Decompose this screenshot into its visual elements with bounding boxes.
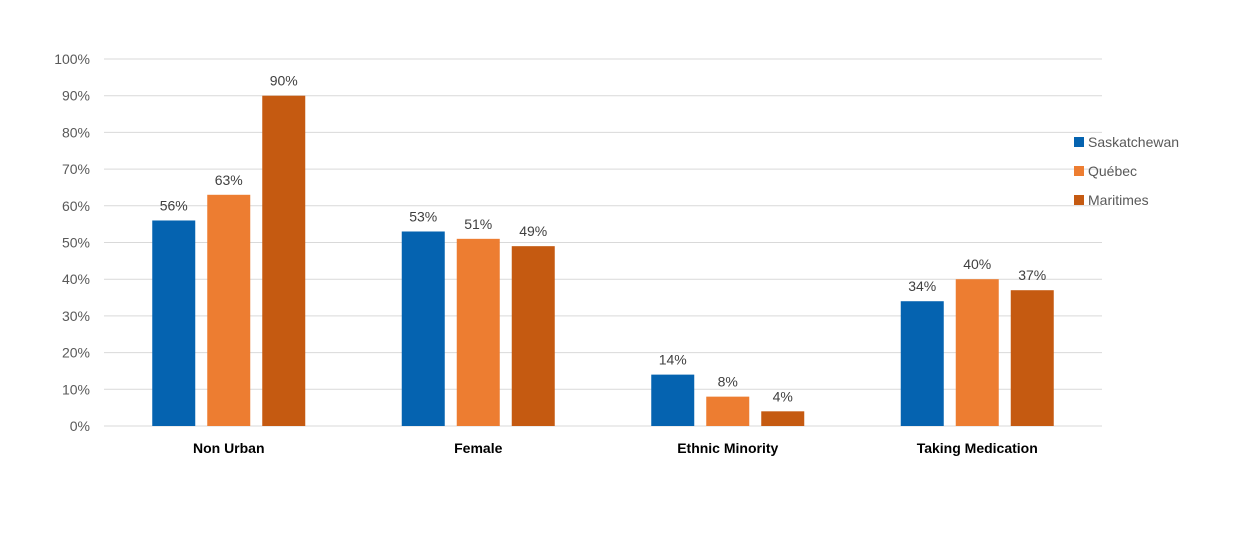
y-tick-label: 80% [62, 124, 90, 140]
data-label: 51% [464, 216, 492, 232]
y-axis-ticks: 0% 10% 20% 30% 40% 50% 60% 70% 80% 90% 100% [54, 51, 90, 434]
legend-label: Québec [1088, 163, 1137, 179]
data-label: 90% [270, 73, 298, 89]
bar-qu-bec-female [456, 238, 500, 426]
y-tick-label: 40% [62, 271, 90, 287]
y-tick-label: 60% [62, 198, 90, 214]
bar-saskatchewan-ethnic-minority [651, 374, 695, 426]
x-category-label: Taking Medication [917, 440, 1038, 456]
gridlines [104, 58, 1102, 427]
data-label: 63% [215, 172, 243, 188]
data-label: 4% [773, 388, 793, 404]
data-labels: 56% 63% 90% 53% 51% 49% 14% 8% 4% 34% 40% 37% [160, 73, 1047, 405]
y-tick-label: 20% [62, 345, 90, 361]
bar-maritimes-ethnic-minority [761, 411, 805, 426]
legend-item: Québec [1074, 163, 1137, 179]
legend-swatch [1074, 195, 1084, 205]
x-category-label: Ethnic Minority [677, 440, 778, 456]
bar-maritimes-female [511, 246, 555, 426]
bars [152, 95, 1054, 426]
data-label: 53% [409, 208, 437, 224]
data-label: 40% [963, 256, 991, 272]
legend: Saskatchewan Québec Maritimes [1074, 134, 1179, 208]
x-category-label: Non Urban [193, 440, 265, 456]
data-label: 34% [908, 278, 936, 294]
data-label: 14% [659, 352, 687, 368]
bar-qu-bec-ethnic-minority [706, 396, 750, 426]
legend-item: Saskatchewan [1074, 134, 1179, 150]
data-label: 56% [160, 197, 188, 213]
data-label: 8% [718, 374, 738, 390]
bar-saskatchewan-female [401, 231, 445, 426]
x-axis-categories: Non Urban Female Ethnic Minority Taking Med… [193, 440, 1038, 456]
bar-qu-bec-non-urban [207, 194, 251, 426]
legend-item: Maritimes [1074, 192, 1149, 208]
x-category-label: Female [454, 440, 502, 456]
bar-saskatchewan-non-urban [152, 220, 196, 426]
y-tick-label: 30% [62, 308, 90, 324]
legend-label: Maritimes [1088, 192, 1149, 208]
data-label: 49% [519, 223, 547, 239]
bar-saskatchewan-taking-medication [900, 301, 944, 426]
bar-maritimes-taking-medication [1010, 290, 1054, 426]
y-tick-label: 10% [62, 381, 90, 397]
data-label: 37% [1018, 267, 1046, 283]
legend-swatch [1074, 166, 1084, 176]
legend-swatch [1074, 137, 1084, 147]
y-tick-label: 0% [70, 418, 90, 434]
bar-qu-bec-taking-medication [955, 279, 999, 426]
y-tick-label: 100% [54, 51, 90, 67]
y-tick-label: 50% [62, 235, 90, 251]
y-tick-label: 70% [62, 161, 90, 177]
legend-label: Saskatchewan [1088, 134, 1179, 150]
bar-maritimes-non-urban [262, 95, 306, 426]
y-tick-label: 90% [62, 88, 90, 104]
